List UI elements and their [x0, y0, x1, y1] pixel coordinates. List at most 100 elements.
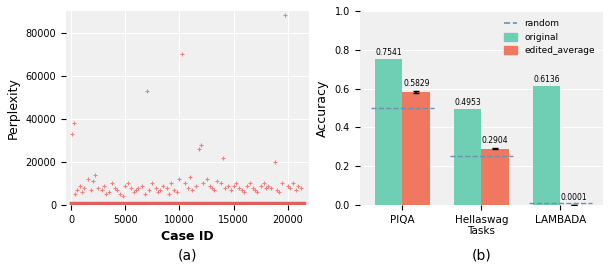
Point — [250, 188, 260, 192]
Point — [145, 188, 154, 192]
Text: 0.0001: 0.0001 — [561, 193, 587, 202]
Bar — [454, 109, 481, 205]
Point — [282, 183, 292, 188]
Text: 0.5829: 0.5829 — [403, 79, 429, 88]
Point — [118, 194, 128, 199]
Point — [164, 192, 174, 196]
Point — [166, 181, 176, 185]
Point — [134, 185, 143, 190]
Point — [256, 183, 265, 188]
Y-axis label: Perplexity: Perplexity — [7, 77, 20, 139]
Bar — [375, 59, 403, 205]
Point — [296, 185, 306, 190]
Point — [278, 181, 287, 185]
Text: 0.4953: 0.4953 — [454, 98, 481, 107]
Point — [72, 188, 82, 192]
Point — [69, 121, 79, 125]
Point — [155, 188, 165, 192]
Point — [191, 183, 201, 188]
X-axis label: Case ID: Case ID — [161, 230, 214, 243]
Point — [75, 183, 85, 188]
Text: 0.7541: 0.7541 — [375, 48, 402, 57]
Point — [86, 188, 96, 192]
Y-axis label: Accuracy: Accuracy — [316, 79, 329, 137]
Point — [292, 188, 301, 192]
Point — [148, 181, 157, 185]
Point — [202, 177, 212, 181]
Point — [70, 192, 79, 196]
Point — [177, 52, 187, 56]
Point — [220, 185, 230, 190]
Point — [253, 190, 262, 194]
Point — [153, 190, 163, 194]
Point — [174, 177, 184, 181]
Point — [123, 181, 132, 185]
Point — [209, 188, 219, 192]
Point — [274, 190, 284, 194]
Point — [67, 132, 77, 136]
Point — [104, 190, 114, 194]
Point — [237, 188, 247, 192]
Point — [97, 188, 107, 192]
Point — [245, 181, 254, 185]
Point — [212, 179, 222, 184]
Point — [90, 173, 100, 177]
Point — [169, 188, 179, 192]
Point — [79, 185, 89, 190]
Bar — [533, 86, 561, 205]
Point — [110, 185, 120, 190]
Legend: random, original, edited_average: random, original, edited_average — [500, 15, 598, 59]
Text: 0.2904: 0.2904 — [482, 136, 509, 145]
Point — [242, 183, 251, 188]
Point — [101, 192, 111, 196]
Point — [285, 185, 295, 190]
Point — [198, 181, 208, 185]
Point — [88, 179, 98, 184]
Point — [115, 192, 125, 196]
Point — [226, 188, 236, 192]
Point — [234, 185, 244, 190]
Point — [140, 192, 150, 196]
Point — [188, 188, 198, 192]
Point — [77, 190, 87, 194]
Point — [216, 181, 226, 185]
Point — [107, 181, 117, 185]
Point — [207, 185, 217, 190]
Point — [196, 142, 206, 147]
Point — [183, 185, 193, 190]
Point — [126, 185, 135, 190]
Point — [185, 175, 195, 179]
Point — [270, 160, 279, 164]
Point — [281, 13, 290, 18]
Point — [248, 185, 258, 190]
Bar — [481, 149, 509, 205]
Point — [288, 181, 298, 185]
Point — [261, 185, 271, 190]
Point — [112, 188, 121, 192]
Point — [293, 183, 303, 188]
Point — [259, 181, 268, 185]
Point — [272, 188, 282, 192]
Point — [151, 185, 160, 190]
Point — [205, 183, 215, 188]
Point — [229, 183, 239, 188]
Point — [83, 177, 93, 181]
Point — [173, 190, 182, 194]
Point — [231, 181, 240, 185]
Text: 0.6136: 0.6136 — [533, 75, 560, 84]
Point — [159, 183, 168, 188]
Point — [142, 89, 152, 93]
Text: (b): (b) — [472, 248, 491, 262]
Point — [162, 185, 171, 190]
Point — [223, 183, 233, 188]
Bar — [403, 92, 430, 205]
Point — [137, 183, 146, 188]
Point — [99, 183, 109, 188]
Point — [194, 147, 204, 151]
Text: (a): (a) — [178, 248, 198, 262]
Point — [180, 181, 190, 185]
Point — [218, 155, 228, 160]
Point — [93, 185, 103, 190]
Point — [267, 185, 276, 190]
Point — [131, 188, 141, 192]
